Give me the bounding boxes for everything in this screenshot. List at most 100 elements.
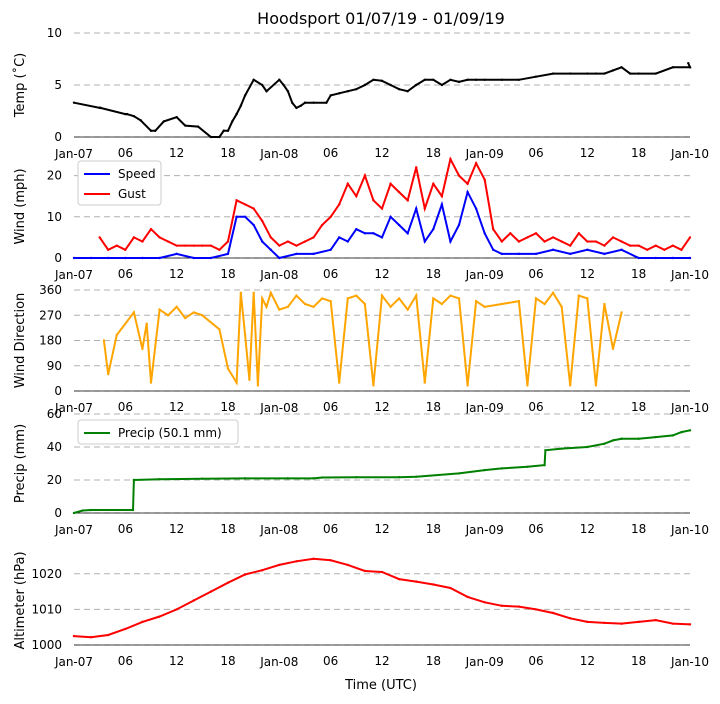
x-tick-label: 12 [374,146,389,160]
data-point [372,232,375,235]
data-point [620,66,623,69]
x-tick-label: Jan-09 [465,401,504,415]
series-line-altimeter [73,557,691,639]
data-point [415,580,418,583]
y-tick-label: 180 [39,334,62,348]
data-point [355,227,358,231]
data-point [149,381,153,384]
data-point [646,248,649,251]
data-point [466,190,469,194]
data-point [149,129,153,132]
data-point [671,256,675,260]
data-point [397,297,401,300]
x-tick-label: Jan-09 [465,147,504,161]
data-point [107,372,110,376]
data-point [397,475,401,479]
data-point [457,174,461,177]
data-point [680,430,683,434]
data-point [671,622,675,625]
data-point [286,477,290,480]
data-point [663,248,666,251]
x-tick-label: 18 [220,146,235,160]
y-tick-label: 20 [47,473,62,487]
data-point [397,190,401,194]
data-point [560,240,563,243]
data-point [102,339,106,342]
data-point [440,195,444,198]
data-point [295,294,298,297]
data-point [226,581,230,584]
data-point [449,157,452,161]
x-tick-label: 18 [426,654,441,668]
x-tick-label: 06 [118,400,133,414]
x-tick-label: 12 [169,267,184,281]
data-point [483,78,486,82]
x-tick-label: 06 [118,522,133,536]
data-point [218,328,221,331]
data-point [269,291,272,295]
data-point [688,236,692,239]
data-point [218,248,221,251]
data-point [295,560,298,563]
data-point [628,244,632,247]
data-point [483,178,486,181]
data-point [209,256,213,260]
x-tick-label: 18 [220,654,235,668]
x-tick-label: Jan-10 [670,655,709,669]
data-point [192,244,195,247]
data-point [312,252,315,256]
x-tick-label: 06 [323,146,338,160]
series-line-precip-50-1-mm [73,429,691,514]
y-tick-label: 1010 [31,602,62,616]
data-point [72,511,76,515]
data-point [628,72,632,75]
data-point [269,236,272,239]
data-point [432,297,435,300]
data-point [158,477,161,481]
data-point [295,106,298,110]
data-point [688,66,692,69]
x-tick-label: Jan-07 [54,523,93,537]
data-point [423,78,426,82]
data-point [543,240,546,243]
x-tick-label: 06 [528,522,543,536]
x-tick-label: 12 [580,400,595,414]
x-tick-label: 18 [426,267,441,281]
data-point [551,236,555,239]
data-point [637,620,640,624]
data-point [124,627,127,631]
data-point [265,90,268,93]
x-tick-label: 12 [374,267,389,281]
data-point [201,314,204,317]
data-point [346,240,349,243]
data-point [415,83,418,87]
x-tick-label: 12 [374,654,389,668]
data-point [654,244,657,247]
data-point [235,215,238,218]
x-tick-label: 18 [220,400,235,414]
x-tick-label: 06 [118,267,133,281]
x-tick-label: 18 [631,146,646,160]
data-point [389,215,392,218]
x-tick-label: Jan-08 [259,401,298,415]
data-point [620,622,623,625]
data-point [594,72,598,75]
data-point [252,78,255,82]
data-point [312,101,315,104]
data-point [132,115,136,118]
data-point [107,256,110,260]
data-point [397,223,401,227]
data-point [124,256,127,260]
y-tick-label: 90 [47,359,62,373]
panel-temp: 0 5 10 Jan-07 06 12 18 Jan-08 06 12 18 Jan-09 06 12 18… [12,26,709,161]
legend-label: Precip (50.1 mm) [118,426,222,440]
data-point [166,314,170,317]
data-point [338,203,341,206]
data-point [222,129,225,132]
y-tick-label: 0 [54,384,62,398]
data-point [560,305,563,309]
x-tick-label: 18 [631,267,646,281]
data-point [286,240,290,243]
data-point [125,112,129,116]
data-point [175,116,178,119]
